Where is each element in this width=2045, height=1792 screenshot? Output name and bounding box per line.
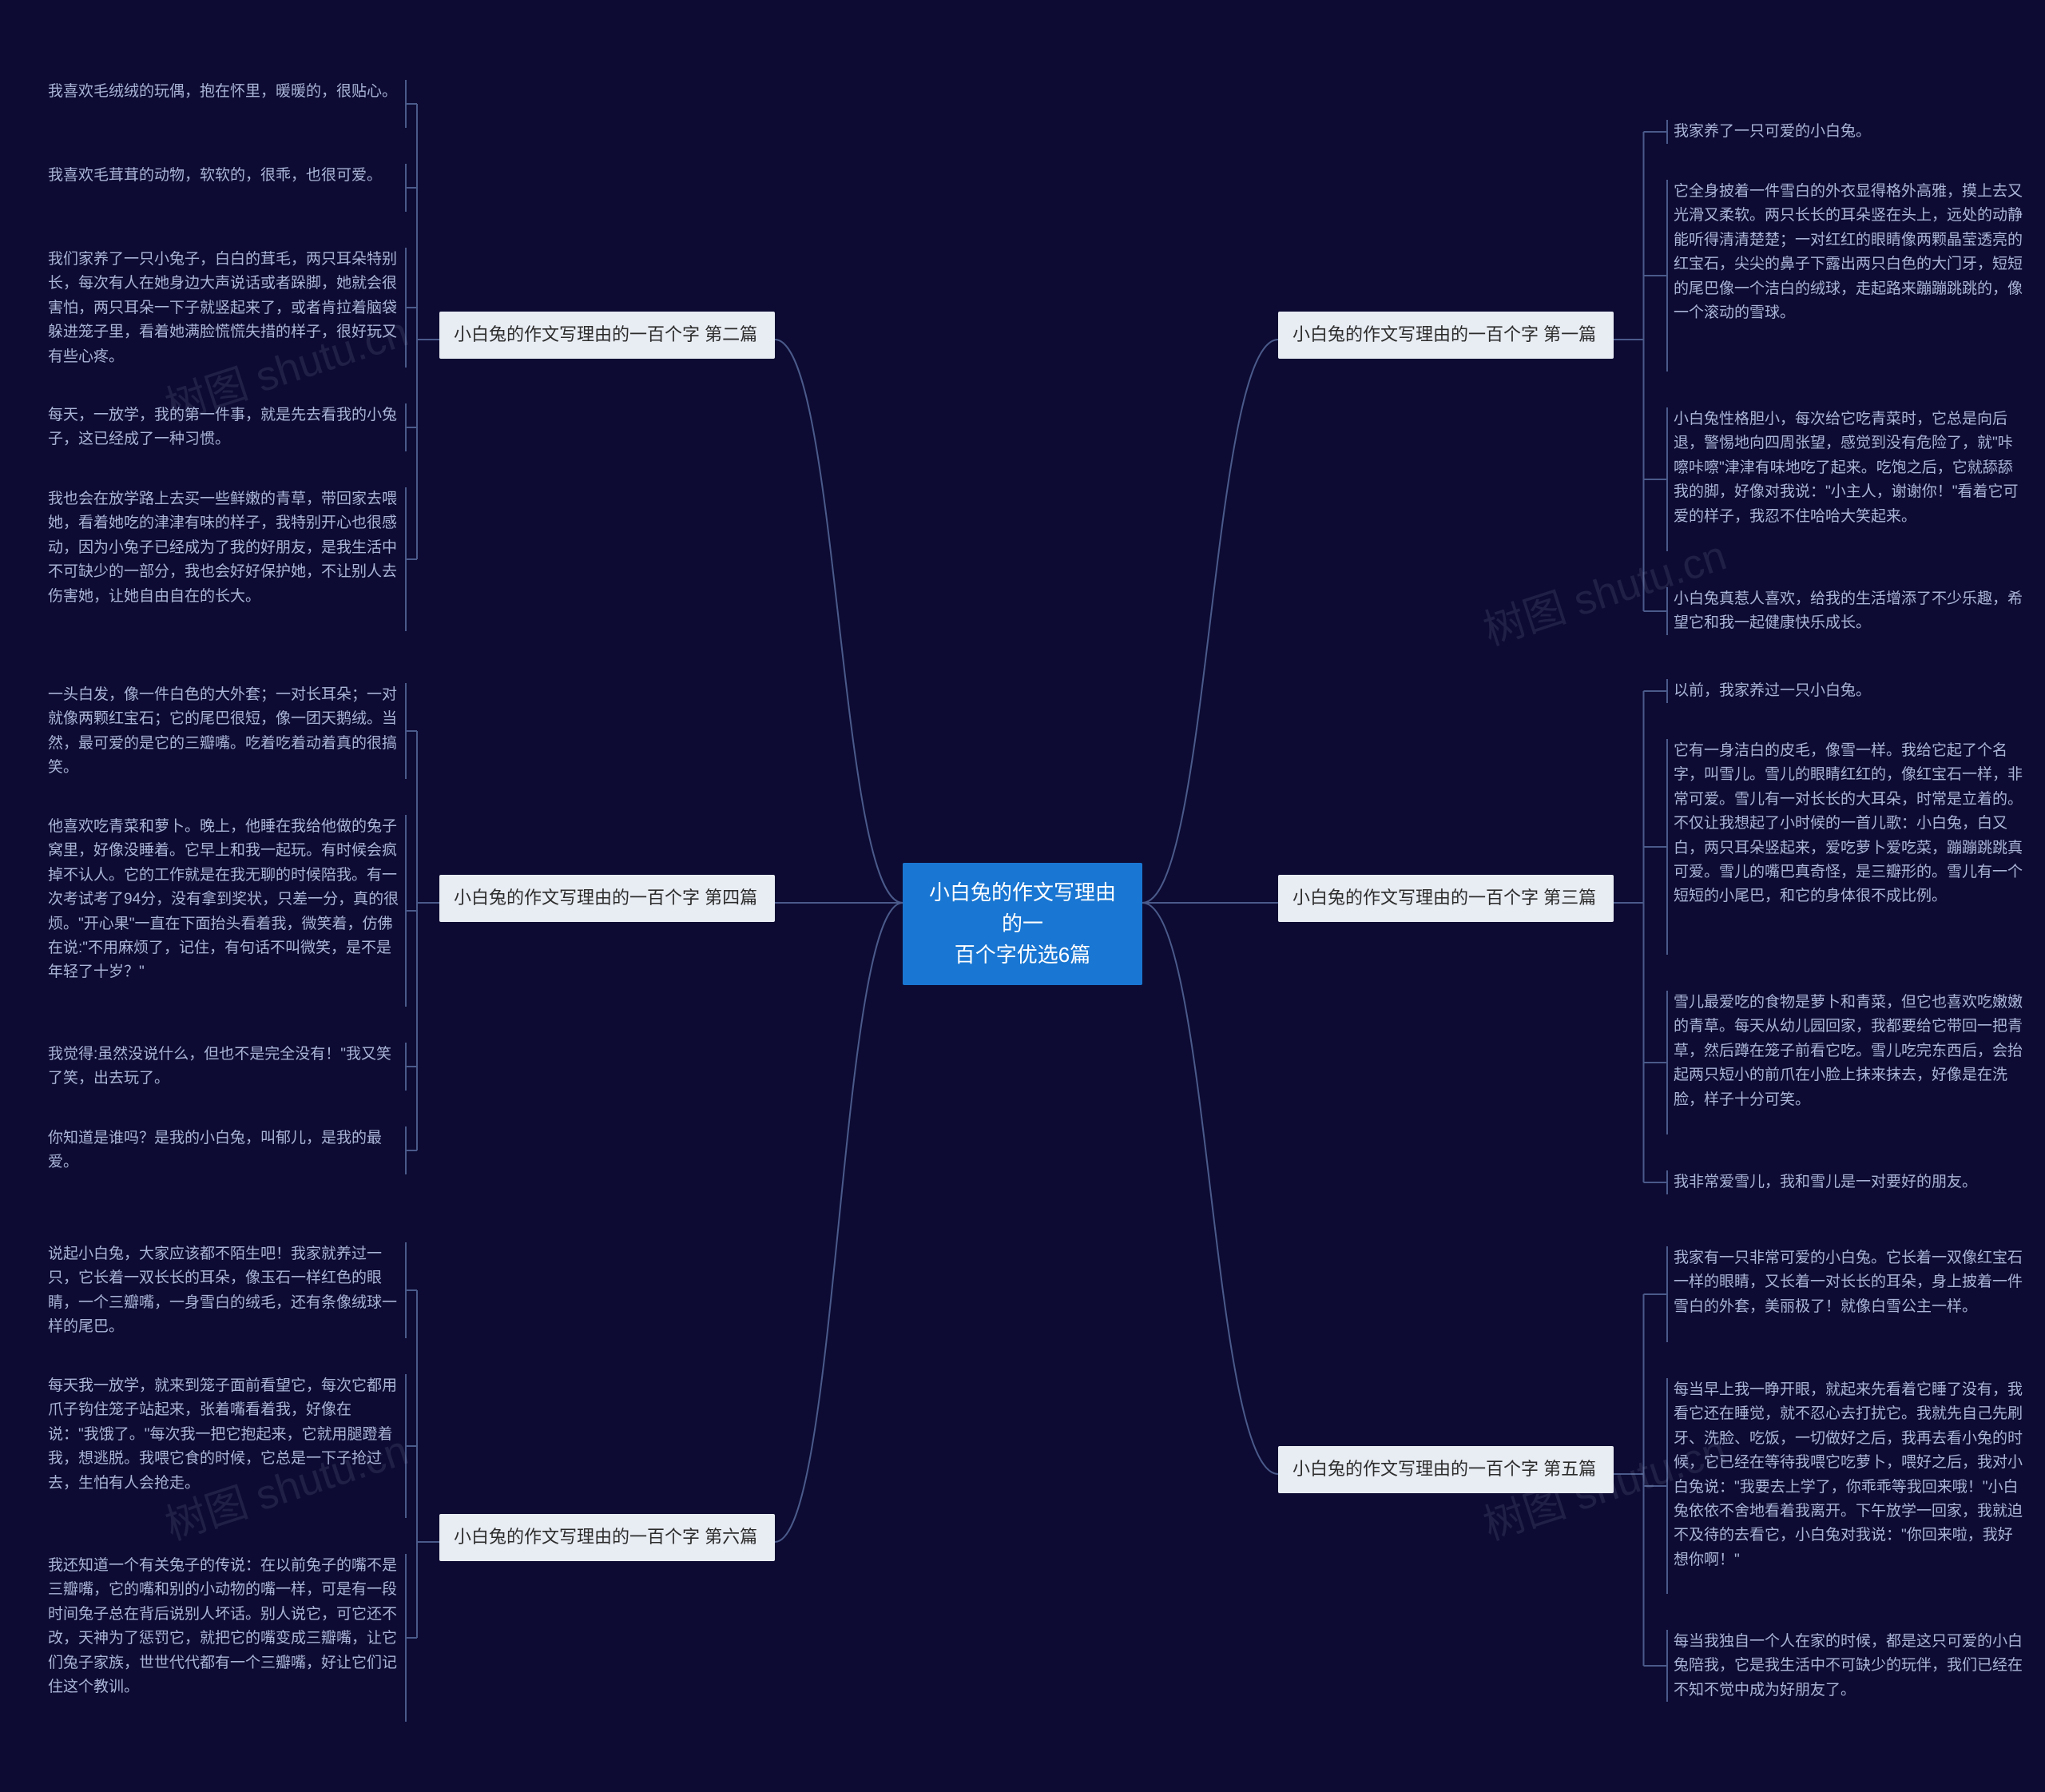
leaf-node: 我喜欢毛茸茸的动物，软软的，很乖，也很可爱。 <box>48 164 382 188</box>
branch-node: 小白兔的作文写理由的一百个字 第二篇 <box>439 312 775 359</box>
leaf-node: 说起小白兔，大家应该都不陌生吧！我家就养过一只，它长着一双长长的耳朵，像玉石一样… <box>48 1242 399 1340</box>
leaf-node: 一头白发，像一件白色的大外套；一对长耳朵；一对就像两颗红宝石；它的尾巴很短，像一… <box>48 683 399 781</box>
leaf-node: 小白兔真惹人喜欢，给我的生活增添了不少乐趣，希望它和我一起健康快乐成长。 <box>1674 587 2025 636</box>
leaf-node: 每当我独自一个人在家的时候，都是这只可爱的小白兔陪我，它是我生活中不可缺少的玩伴… <box>1674 1630 2025 1703</box>
leaf-node: 每天我一放学，就来到笼子面前看望它，每次它都用爪子钩住笼子站起来，张着嘴看着我，… <box>48 1374 399 1496</box>
leaf-node: 每当早上我一睁开眼，就起来先看着它睡了没有，我看它还在睡觉，就不忍心去打扰它。我… <box>1674 1378 2025 1572</box>
leaf-node: 雪儿最爱吃的食物是萝卜和青菜，但它也喜欢吃嫩嫩的青草。每天从幼儿园回家，我都要给… <box>1674 991 2025 1112</box>
leaf-node: 以前，我家养过一只小白兔。 <box>1674 679 1871 703</box>
branch-node: 小白兔的作文写理由的一百个字 第三篇 <box>1278 875 1614 922</box>
center-node: 小白兔的作文写理由的一 百个字优选6篇 <box>903 863 1142 985</box>
leaf-node: 每天，一放学，我的第一件事，就是先去看我的小兔子，这已经成了一种习惯。 <box>48 403 399 452</box>
leaf-node: 你知道是谁吗？是我的小白兔，叫郁儿，是我的最爱。 <box>48 1126 399 1175</box>
leaf-node: 我也会在放学路上去买一些鲜嫩的青草，带回家去喂她，看着她吃的津津有味的样子，我特… <box>48 487 399 609</box>
leaf-node: 我觉得:虽然没说什么，但也不是完全没有！"我又笑了笑，出去玩了。 <box>48 1043 399 1091</box>
center-title-line1: 小白兔的作文写理由的一 <box>929 880 1116 936</box>
leaf-node: 我家有一只非常可爱的小白兔。它长着一双像红宝石一样的眼睛，又长着一对长长的耳朵，… <box>1674 1246 2025 1319</box>
branch-node: 小白兔的作文写理由的一百个字 第五篇 <box>1278 1446 1614 1493</box>
leaf-node: 小白兔性格胆小，每次给它吃青菜时，它总是向后退，警惕地向四周张望，感觉到没有危险… <box>1674 407 2025 529</box>
center-title-line2: 百个字优选6篇 <box>955 943 1090 967</box>
branch-node: 小白兔的作文写理由的一百个字 第六篇 <box>439 1514 775 1561</box>
leaf-node: 它有一身洁白的皮毛，像雪一样。我给它起了个名字，叫雪儿。雪儿的眼睛红红的，像红宝… <box>1674 739 2025 909</box>
leaf-node: 我还知道一个有关兔子的传说：在以前兔子的嘴不是三瓣嘴，它的嘴和别的小动物的嘴一样… <box>48 1554 399 1699</box>
leaf-node: 我们家养了一只小兔子，白白的茸毛，两只耳朵特别长，每次有人在她身边大声说话或者跺… <box>48 248 399 369</box>
leaf-node: 我喜欢毛绒绒的玩偶，抱在怀里，暖暖的，很贴心。 <box>48 80 397 104</box>
leaf-node: 我家养了一只可爱的小白兔。 <box>1674 120 1871 144</box>
branch-node: 小白兔的作文写理由的一百个字 第四篇 <box>439 875 775 922</box>
leaf-node: 它全身披着一件雪白的外衣显得格外高雅，摸上去又光滑又柔软。两只长长的耳朵竖在头上… <box>1674 180 2025 325</box>
leaf-node: 他喜欢吃青菜和萝卜。晚上，他睡在我给他做的兔子窝里，好像没睡着。它早上和我一起玩… <box>48 815 399 985</box>
branch-node: 小白兔的作文写理由的一百个字 第一篇 <box>1278 312 1614 359</box>
leaf-node: 我非常爱雪儿，我和雪儿是一对要好的朋友。 <box>1674 1170 1977 1194</box>
